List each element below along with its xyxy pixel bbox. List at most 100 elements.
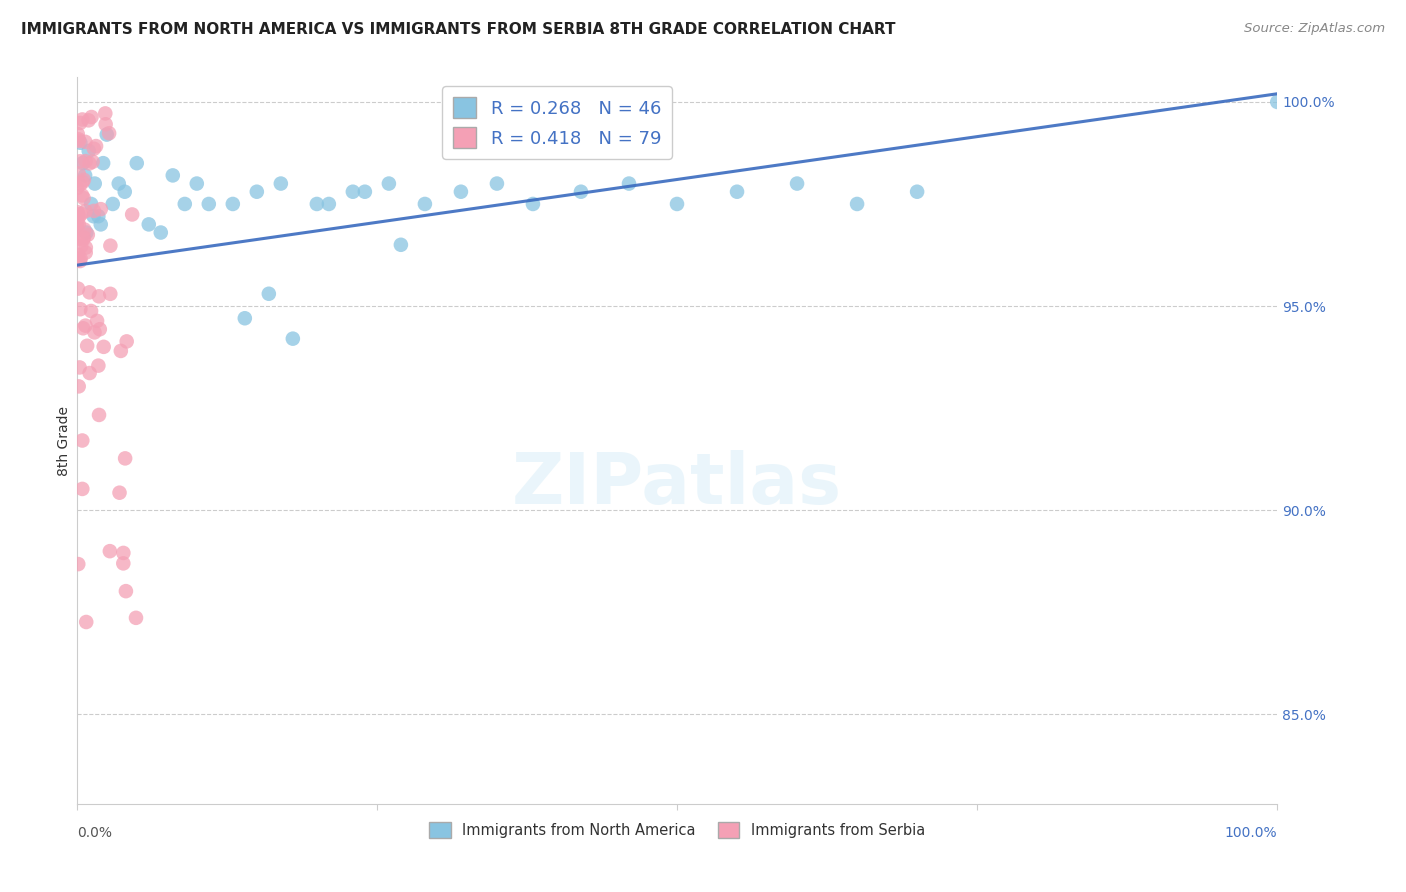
Point xyxy=(114,451,136,466)
Point xyxy=(83,177,105,191)
Point xyxy=(413,197,436,211)
Point xyxy=(70,239,93,253)
Point xyxy=(66,127,89,141)
Point xyxy=(98,544,121,558)
Point xyxy=(67,253,90,268)
Point xyxy=(114,185,136,199)
Point xyxy=(75,318,97,333)
Text: Source: ZipAtlas.com: Source: ZipAtlas.com xyxy=(1244,22,1385,36)
Point xyxy=(72,156,94,170)
Point xyxy=(66,205,89,219)
Point xyxy=(281,332,304,346)
Point xyxy=(110,343,132,358)
Point xyxy=(115,334,138,349)
Point xyxy=(77,113,100,128)
Point xyxy=(318,197,340,211)
Point xyxy=(1265,95,1288,109)
Point xyxy=(90,202,112,216)
Point xyxy=(75,135,97,149)
Point xyxy=(569,185,592,199)
Point xyxy=(222,197,245,211)
Point xyxy=(87,209,110,223)
Point xyxy=(69,116,91,130)
Point xyxy=(75,154,97,169)
Point xyxy=(75,169,97,183)
Point xyxy=(846,197,869,211)
Point xyxy=(450,185,472,199)
Point xyxy=(112,546,135,560)
Point xyxy=(522,197,544,211)
Point xyxy=(87,408,110,422)
Point xyxy=(96,128,118,142)
Point xyxy=(94,117,117,131)
Point xyxy=(66,181,89,195)
Point xyxy=(69,360,91,375)
Point xyxy=(72,175,94,189)
Point xyxy=(101,197,124,211)
Point xyxy=(67,379,90,393)
Point xyxy=(67,167,90,181)
Point xyxy=(80,110,103,124)
Point xyxy=(76,339,98,353)
Point xyxy=(83,203,105,218)
Point xyxy=(72,482,94,496)
Point xyxy=(73,173,96,187)
Point xyxy=(66,220,89,235)
Point xyxy=(257,286,280,301)
Point xyxy=(75,204,97,219)
Point xyxy=(82,154,104,169)
Point xyxy=(69,254,91,268)
Point xyxy=(138,218,160,232)
Point xyxy=(342,185,364,199)
Point xyxy=(67,207,90,221)
Point xyxy=(70,188,93,202)
Point xyxy=(617,177,640,191)
Point xyxy=(83,326,105,340)
Point xyxy=(80,304,103,318)
Point xyxy=(66,282,89,296)
Point xyxy=(233,311,256,326)
Point xyxy=(69,252,91,266)
Point xyxy=(162,169,184,183)
Point xyxy=(725,185,748,199)
Y-axis label: 8th Grade: 8th Grade xyxy=(58,406,72,475)
Point xyxy=(69,154,91,169)
Point xyxy=(149,226,172,240)
Point xyxy=(98,286,121,301)
Point xyxy=(786,177,808,191)
Point xyxy=(77,144,100,158)
Point xyxy=(69,302,91,317)
Point xyxy=(125,156,148,170)
Point xyxy=(83,209,105,223)
Point xyxy=(72,434,94,448)
Point xyxy=(89,322,111,336)
Point xyxy=(67,134,90,148)
Text: 100.0%: 100.0% xyxy=(1225,826,1277,839)
Point xyxy=(70,207,93,221)
Point xyxy=(69,178,91,192)
Point xyxy=(72,321,94,335)
Point xyxy=(75,226,97,240)
Point xyxy=(72,232,94,246)
Point xyxy=(115,584,138,599)
Point xyxy=(354,185,377,199)
Point xyxy=(79,366,101,380)
Point xyxy=(67,557,90,571)
Point xyxy=(98,126,121,140)
Text: ZIPatlas: ZIPatlas xyxy=(512,450,842,519)
Point xyxy=(76,227,98,242)
Point xyxy=(80,197,103,211)
Point xyxy=(246,185,269,199)
Point xyxy=(73,222,96,236)
Point xyxy=(125,611,148,625)
Point xyxy=(112,557,135,571)
Point xyxy=(72,112,94,127)
Point xyxy=(121,207,143,221)
Text: 0.0%: 0.0% xyxy=(77,826,111,839)
Point xyxy=(100,238,122,252)
Point xyxy=(378,177,401,191)
Point xyxy=(186,177,208,191)
Point xyxy=(83,142,105,156)
Point xyxy=(666,197,689,211)
Point xyxy=(73,191,96,205)
